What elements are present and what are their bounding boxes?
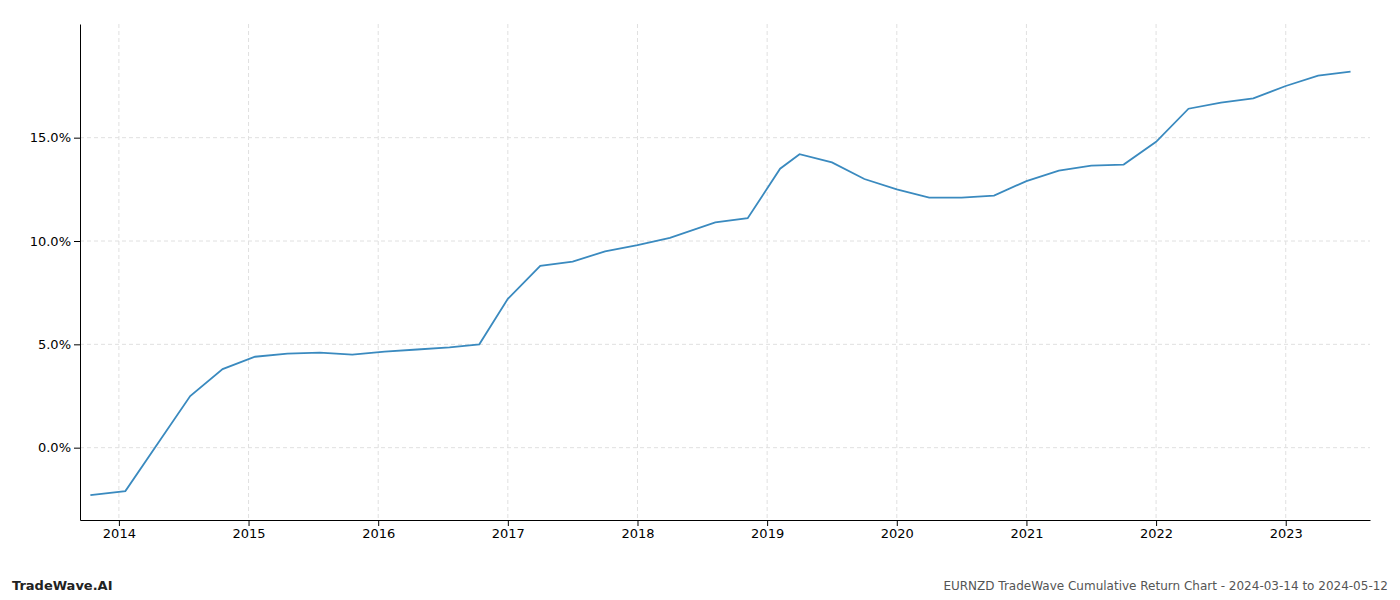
axis-line (81, 520, 1371, 521)
annotation: TradeWave.AI (12, 578, 113, 593)
tick: 2016 (362, 520, 395, 541)
tick-mark (74, 344, 80, 345)
tick: 2014 (103, 520, 136, 541)
tick-label: 2023 (1270, 526, 1303, 541)
tick-label: 2021 (1010, 526, 1043, 541)
tick-mark (1156, 520, 1157, 526)
tick-label: 2016 (362, 526, 395, 541)
tick-label: 2019 (751, 526, 784, 541)
grid-line (118, 24, 119, 520)
tick-label: 2022 (1140, 526, 1173, 541)
tick: 2023 (1270, 520, 1303, 541)
tick-mark (1026, 520, 1027, 526)
grid-line (1285, 24, 1286, 520)
grid-line (896, 24, 897, 520)
tick: 2020 (881, 520, 914, 541)
grid-line (378, 24, 379, 520)
marks (90, 72, 1350, 496)
tick-mark (74, 138, 80, 139)
annotation: EURNZD TradeWave Cumulative Return Chart… (943, 579, 1388, 593)
tick-mark (767, 520, 768, 526)
tick-label: 2017 (492, 526, 525, 541)
tick: 5.0% (38, 337, 80, 352)
tick: 2015 (232, 520, 265, 541)
grid-line (80, 241, 1370, 242)
line (90, 72, 1350, 496)
grid-line (1026, 24, 1027, 520)
x-axis: 2014 2015 2016 2017 2018 2019 2020 2021 2022 2023 (81, 520, 1371, 541)
tick-mark (897, 520, 898, 526)
tick: 2019 (751, 520, 784, 541)
tick-mark (637, 520, 638, 526)
grid (80, 24, 1370, 520)
grid-line (767, 24, 768, 520)
tick: 2017 (492, 520, 525, 541)
tick-label: 15.0% (30, 130, 71, 145)
grid-line (80, 137, 1370, 138)
grid-line (1156, 24, 1157, 520)
grid-line (507, 24, 508, 520)
tick-mark (249, 520, 250, 526)
tick: 15.0% (30, 130, 80, 145)
tick-label: 2018 (621, 526, 654, 541)
tick-label: 10.0% (30, 234, 71, 249)
tick-mark (74, 241, 80, 242)
tick-mark (508, 520, 509, 526)
grid-line (80, 447, 1370, 448)
tick-label: 0.0% (38, 440, 71, 455)
plot: 2014 2015 2016 2017 2018 2019 2020 2021 2022 2023… (30, 24, 1371, 541)
tick: 0.0% (38, 440, 80, 455)
tick-mark (74, 448, 80, 449)
tick: 10.0% (30, 234, 80, 249)
tick-mark (1286, 520, 1287, 526)
tick-label: 2020 (881, 526, 914, 541)
grid-line (80, 344, 1370, 345)
tick-label: 2014 (103, 526, 136, 541)
tick: 2018 (621, 520, 654, 541)
tick-label: 2015 (232, 526, 265, 541)
tick-mark (119, 520, 120, 526)
tick-label: 5.0% (38, 337, 71, 352)
tick-mark (378, 520, 379, 526)
grid-line (248, 24, 249, 520)
grid-line (637, 24, 638, 520)
chart: 2014 2015 2016 2017 2018 2019 2020 2021 2022 2023… (0, 0, 1400, 600)
tick: 2021 (1010, 520, 1043, 541)
y-axis: 0.0% 5.0% 10.0% 15.0% (30, 25, 81, 521)
tick: 2022 (1140, 520, 1173, 541)
axis-line (80, 25, 81, 521)
